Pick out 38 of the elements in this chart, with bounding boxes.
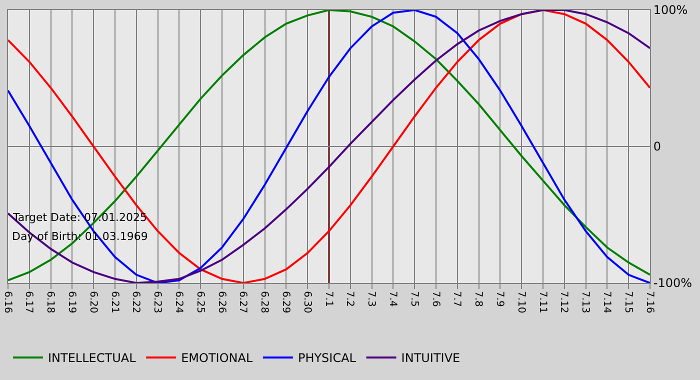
x-tick-label: 7.2 [344,291,356,307]
y-tick-label: -100% [653,276,692,290]
x-tick-label: 7.11 [536,291,548,314]
y-tick-label: 0 [653,140,662,154]
x-tick-label: 6.28 [258,291,270,314]
x-tick-label: 7.4 [386,291,398,307]
x-tick-label: 7.14 [600,291,612,314]
x-tick-label: 6.27 [237,291,248,314]
x-tick-label: 6.18 [44,291,56,314]
x-tick-label: 7.6 [430,291,441,307]
legend-label: INTUITIVE [401,351,460,366]
x-tick-label: 7.12 [558,291,570,314]
x-tick-label: 6.29 [280,291,291,314]
x-tick-label: 7.8 [472,291,484,307]
legend-label: INTELLECTUAL [48,351,136,366]
x-tick-label: 6.22 [130,291,142,314]
x-tick-label: 7.7 [451,291,462,307]
x-tick-label: 7.9 [494,291,505,307]
x-tick-label: 6.21 [108,291,120,314]
x-tick-label: 7.13 [580,291,591,314]
x-tick-label: 7.5 [408,291,420,307]
legend-label: EMOTIONAL [181,351,253,366]
x-tick-label: 6.16 [2,291,13,314]
x-tick-label: 7.1 [322,291,334,307]
x-tick-label: 7.16 [644,291,655,314]
x-tick-label: 6.23 [152,291,163,314]
x-tick-label: 7.10 [515,291,526,314]
x-tick-label: 6.20 [87,291,98,314]
x-tick-label: 7.15 [622,291,634,314]
x-tick-label: 6.17 [23,291,34,314]
x-tick-label: 6.24 [172,291,184,314]
x-tick-label: 6.30 [301,291,312,314]
y-tick-label: 100% [653,3,688,18]
x-tick-label: 6.26 [216,291,227,314]
x-tick-label: 6.25 [194,291,206,314]
x-tick-label: 7.3 [366,291,377,307]
x-tick-label: 6.19 [66,291,77,314]
legend-label: PHYSICAL [298,351,356,366]
